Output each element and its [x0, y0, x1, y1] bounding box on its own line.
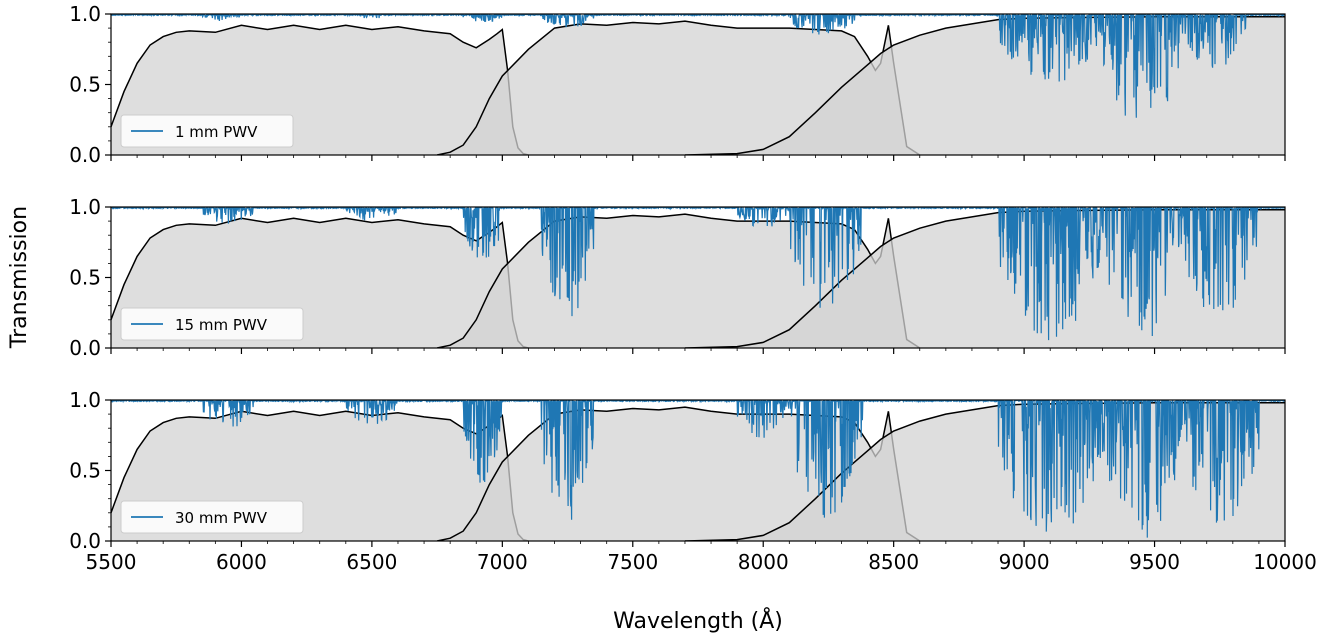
- filter-curve-1: [111, 217, 529, 348]
- x-axis-label: Wavelength (Å): [613, 607, 783, 634]
- y-tick-label: 0.0: [69, 529, 101, 553]
- x-tick-label: 7000: [477, 550, 528, 574]
- legend: 15 mm PWV: [120, 307, 304, 341]
- y-tick-label: 0.5: [69, 266, 101, 290]
- y-tick-label: 1.0: [69, 388, 101, 412]
- y-tick-label: 0.0: [69, 336, 101, 360]
- y-tick-label: 0.5: [69, 459, 101, 483]
- x-tick-label: 9500: [1129, 550, 1180, 574]
- legend: 30 mm PWV: [120, 500, 304, 534]
- legend-label: 15 mm PWV: [175, 316, 268, 334]
- legend-label: 1 mm PWV: [175, 123, 258, 141]
- x-tick-label: 6000: [216, 550, 267, 574]
- y-axis-label: Transmission: [7, 206, 32, 349]
- filter-fill-2: [437, 21, 920, 155]
- x-tick-label: 10000: [1253, 550, 1317, 574]
- x-tick-label: 9000: [999, 550, 1050, 574]
- y-tick-label: 0.5: [69, 73, 101, 97]
- x-tick-label: 7500: [607, 550, 658, 574]
- y-tick-label: 0.0: [69, 143, 101, 167]
- y-tick-label: 1.0: [69, 2, 101, 26]
- legend-label: 30 mm PWV: [175, 509, 268, 527]
- x-tick-label: 8000: [738, 550, 789, 574]
- legend: 1 mm PWV: [120, 114, 294, 148]
- x-tick-label: 5500: [86, 550, 137, 574]
- x-tick-label: 6500: [346, 550, 397, 574]
- x-tick-label: 8500: [868, 550, 919, 574]
- legend-box: [120, 500, 304, 534]
- legend-box: [120, 114, 294, 148]
- legend-box: [120, 307, 304, 341]
- panel-1: 0.0 0.5 1.0 1 mm PWV: [69, 2, 1286, 167]
- panel-2: 0.0 0.5 1.0 15 mm PWV: [69, 195, 1286, 360]
- y-tick-label: 1.0: [69, 195, 101, 219]
- filter-curve-1: [111, 24, 529, 155]
- panel-3: 0.0 0.5 1.0 5500 6000 6500 7000 7500 8000 8500 900…: [69, 388, 1317, 574]
